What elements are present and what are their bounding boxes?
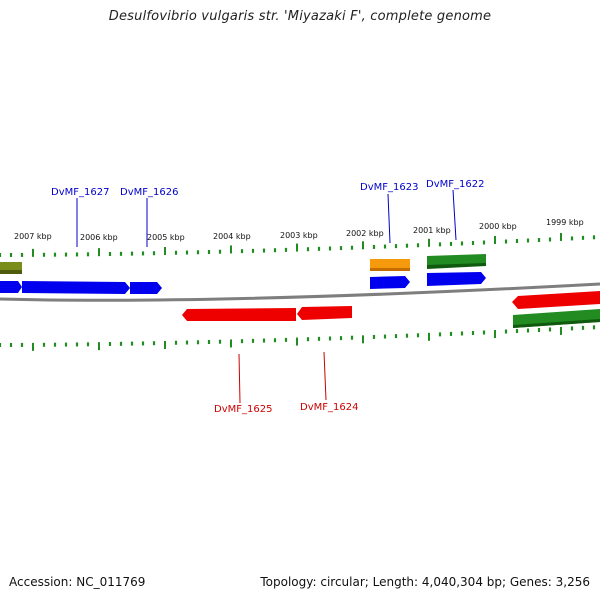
scale-label-2001: 2001 kbp bbox=[413, 226, 451, 235]
genome-summary: Topology: circular; Length: 4,040,304 bp… bbox=[260, 575, 590, 589]
scale-label-2002: 2002 kbp bbox=[346, 229, 384, 238]
scale-label-2000: 2000 kbp bbox=[479, 222, 517, 231]
gene-track-right-edge-shade bbox=[513, 319, 600, 328]
gene-track-olive-shade bbox=[0, 270, 22, 274]
map-title: Desulfovibrio vulgaris str. 'Miyazaki F'… bbox=[108, 9, 492, 24]
callout-line-dvmf-1625 bbox=[238, 353, 241, 404]
scale-label-2005: 2005 kbp bbox=[147, 233, 185, 242]
gene-label-dvmf-1627: DvMF_1627 bbox=[51, 187, 109, 198]
scale-label-2006: 2006 kbp bbox=[80, 233, 118, 242]
cds-arrow-dvmf-1624[interactable] bbox=[297, 306, 352, 320]
rna-feature-orange-shade bbox=[370, 268, 410, 271]
cds-arrow-dvmf-1626[interactable] bbox=[130, 282, 162, 294]
bottom-tick-row bbox=[0, 325, 596, 351]
cds-arrow-dvmf-1625[interactable] bbox=[182, 308, 296, 321]
gene-track-olive bbox=[0, 262, 22, 273]
accession-label: Accession: NC_011769 bbox=[9, 575, 146, 589]
gene-label-dvmf-1622: DvMF_1622 bbox=[426, 179, 484, 190]
gene-label-dvmf-1626: DvMF_1626 bbox=[120, 187, 178, 198]
cds-arrow-dvmf-1627[interactable] bbox=[22, 281, 130, 294]
cds-arrow-right-edge[interactable] bbox=[512, 291, 600, 309]
cds-arrow-dvmf-1622[interactable] bbox=[427, 272, 486, 286]
cds-arrow-dvmf-1623[interactable] bbox=[370, 276, 410, 289]
callout-line-dvmf-1623 bbox=[387, 193, 391, 244]
top-tick-row bbox=[0, 232, 596, 257]
gene-track-dvmf-1622-shade bbox=[427, 263, 486, 269]
callout-line-dvmf-1624 bbox=[323, 351, 327, 401]
scale-label-2003: 2003 kbp bbox=[280, 231, 318, 240]
scale-label-1999: 1999 kbp bbox=[546, 218, 584, 227]
gene-label-dvmf-1623: DvMF_1623 bbox=[360, 182, 418, 193]
scale-label-2007: 2007 kbp bbox=[14, 232, 52, 241]
genome-backbone bbox=[0, 282, 600, 302]
gene-label-dvmf-1625: DvMF_1625 bbox=[214, 404, 272, 415]
callout-line-dvmf-1622 bbox=[452, 189, 457, 241]
cds-arrow-left-edge[interactable] bbox=[0, 281, 22, 293]
gene-label-dvmf-1624: DvMF_1624 bbox=[300, 402, 358, 413]
scale-label-2004: 2004 kbp bbox=[213, 232, 251, 241]
